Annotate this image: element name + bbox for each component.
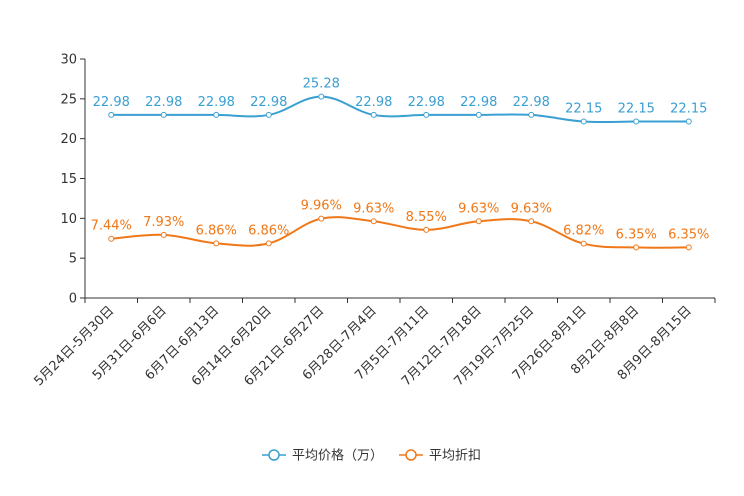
data-point[interactable]	[160, 231, 167, 238]
y-tick-label: 25	[60, 92, 77, 107]
data-point[interactable]	[370, 218, 377, 225]
legend-label: 平均折扣	[429, 449, 481, 464]
data-point[interactable]	[213, 240, 220, 247]
data-point[interactable]	[633, 118, 640, 125]
data-label: 6.86%	[248, 223, 289, 238]
data-label: 22.15	[565, 102, 602, 117]
data-label: 22.15	[618, 102, 655, 117]
y-axis: 0 5 10 15 20 25 30	[60, 53, 86, 307]
data-point[interactable]	[318, 93, 325, 100]
legend-marker-icon	[405, 449, 417, 461]
data-point[interactable]	[370, 111, 377, 118]
data-label: 7.93%	[143, 215, 184, 230]
y-tick-label: 15	[60, 172, 77, 187]
legend[interactable]: 平均价格（万） 平均折扣	[262, 448, 481, 464]
data-label: 22.98	[460, 95, 497, 110]
data-point[interactable]	[423, 226, 430, 233]
y-tick-label: 20	[60, 132, 77, 147]
data-label: 6.82%	[563, 224, 604, 239]
data-point[interactable]	[528, 111, 535, 118]
data-point[interactable]	[633, 244, 640, 251]
series-0: 22.98 22.98 22.98 22.98 25.28 22.98 22.98 22.98…	[93, 77, 707, 125]
y-tick-label: 0	[69, 292, 77, 307]
data-point[interactable]	[108, 111, 115, 118]
data-point[interactable]	[580, 118, 587, 125]
data-point[interactable]	[475, 111, 482, 118]
data-label: 8.55%	[406, 210, 447, 225]
data-point[interactable]	[580, 240, 587, 247]
data-label: 22.98	[250, 95, 287, 110]
data-point[interactable]	[265, 240, 272, 247]
data-point[interactable]	[423, 111, 430, 118]
data-label: 25.28	[303, 77, 340, 92]
series-1: 7.44% 7.93% 6.86% 6.86% 9.96% 9.63% 8.55% 9.63%…	[91, 199, 709, 251]
data-label: 9.63%	[353, 201, 394, 216]
data-label: 9.63%	[458, 201, 499, 216]
y-tick-label: 5	[69, 252, 77, 267]
y-tick-label: 10	[60, 212, 77, 227]
data-label: 6.86%	[196, 223, 237, 238]
data-point[interactable]	[108, 235, 115, 242]
data-label: 22.98	[198, 95, 235, 110]
data-point[interactable]	[685, 118, 692, 125]
y-tick-label: 30	[60, 53, 77, 68]
data-label: 9.96%	[301, 199, 342, 214]
data-label: 6.35%	[668, 227, 709, 242]
legend-marker-icon	[268, 449, 280, 461]
data-point[interactable]	[213, 111, 220, 118]
data-point[interactable]	[160, 111, 167, 118]
data-label: 22.98	[408, 95, 445, 110]
series-line	[111, 216, 689, 249]
legend-item-1[interactable]: 平均折扣	[399, 449, 481, 464]
data-label: 22.98	[355, 95, 392, 110]
legend-item-0[interactable]: 平均价格（万）	[262, 448, 383, 464]
x-axis: 5月24日-5月30日5月31日-6月6日6月7日-6月13日6月14日-6月2…	[32, 297, 716, 389]
series-line	[111, 95, 689, 124]
data-label: 22.98	[513, 95, 550, 110]
data-label: 22.98	[145, 95, 182, 110]
data-point[interactable]	[528, 218, 535, 225]
data-point[interactable]	[265, 111, 272, 118]
data-label: 22.15	[670, 102, 707, 117]
data-label: 6.35%	[616, 227, 657, 242]
data-label: 7.44%	[91, 219, 132, 234]
data-point[interactable]	[318, 215, 325, 222]
data-label: 22.98	[93, 95, 130, 110]
series-layer: 22.98 22.98 22.98 22.98 25.28 22.98 22.98 22.98…	[91, 77, 709, 251]
data-point[interactable]	[685, 244, 692, 251]
data-point[interactable]	[475, 218, 482, 225]
data-label: 9.63%	[511, 201, 552, 216]
legend-label: 平均价格（万）	[292, 448, 383, 464]
